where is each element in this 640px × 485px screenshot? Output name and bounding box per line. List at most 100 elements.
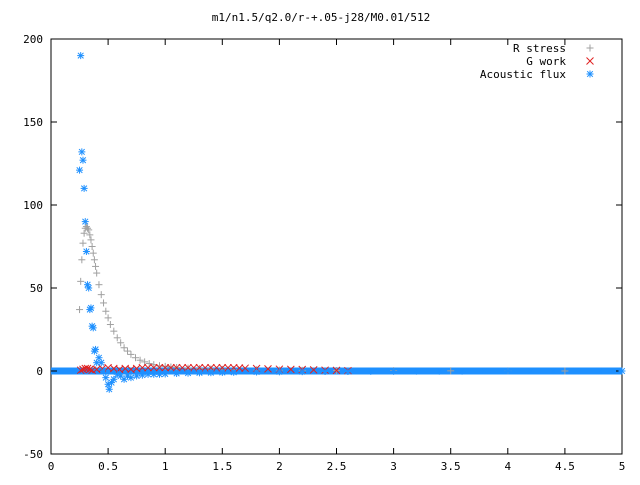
data-point [79,365,87,374]
data-point [127,350,135,358]
data-point [172,363,181,372]
data-point [161,363,170,372]
data-point [201,363,210,372]
data-point [102,374,110,382]
data-point [88,243,96,250]
data-point [77,277,85,285]
data-point [87,236,95,244]
data-point [149,363,158,372]
data-point [79,156,87,164]
legend-marker [586,44,594,52]
x-tick-label: 3 [390,460,397,473]
y-tick-label: 0 [36,365,43,378]
data-point [275,368,283,376]
data-point [82,247,90,255]
data-point [138,363,147,372]
data-point [80,184,88,192]
data-point [85,365,94,374]
data-point [84,224,92,232]
data-point [76,306,84,314]
data-point [367,367,375,375]
data-point [241,364,249,373]
data-point [89,249,97,257]
data-point [93,269,101,277]
data-point [110,327,118,335]
data-point [264,364,272,373]
data-point [253,368,261,376]
data-point [97,291,105,299]
legend-label: G work [526,55,566,68]
chart-title: m1/n1.5/q2.0/r-+.05-j28/M0.01/512 [212,11,431,24]
data-point [76,366,85,375]
data-point [144,363,152,372]
data-point [184,369,192,377]
data-point [124,347,132,355]
data-point [458,367,466,375]
data-point [132,354,140,362]
y-tick-label: 150 [23,116,43,129]
y-tick-label: 50 [30,282,43,295]
series-plus [76,223,626,375]
data-point [136,356,144,364]
data-point [527,367,535,375]
data-point [113,334,121,342]
data-point [344,367,352,375]
data-point [100,299,108,307]
data-point [286,365,295,374]
data-point [230,368,238,376]
data-point [207,369,215,377]
x-tick-label: 2.5 [327,460,347,473]
data-point [79,239,87,247]
data-point [481,367,489,375]
data-point [80,229,88,237]
data-point [95,281,103,289]
data-point [235,364,244,372]
x-tick-label: 1.5 [212,460,232,473]
data-point [572,367,580,375]
data-point [106,321,114,329]
data-point [189,363,198,372]
data-point [83,364,92,373]
data-point [88,366,96,375]
axis-ticks: 0 0.5 1 1.5 2 2.5 3 3.5 4 4.5 5 -50 0 50 100 150 200 [23,33,625,473]
data-point [117,339,125,347]
data-point [85,284,93,292]
data-point [100,367,108,375]
data-point [447,367,455,375]
data-point [618,367,626,375]
data-point [332,366,341,375]
data-point [321,367,329,375]
data-point [133,372,141,380]
data-point [92,262,100,270]
data-point [76,166,84,174]
data-point [81,364,90,373]
y-tick-label: -50 [23,448,43,461]
data-point [86,231,94,239]
data-point [77,52,85,60]
x-tick-label: 3.5 [441,460,461,473]
data-point [85,226,93,234]
x-tick-label: 2 [276,460,283,473]
data-point [78,256,86,264]
data-point [390,367,398,375]
data-point [412,367,420,375]
data-point [105,385,113,393]
legend-label: Acoustic flux [480,68,566,81]
data-point [102,307,110,315]
data-point [90,256,98,264]
y-tick-label: 200 [23,33,43,46]
data-point [298,368,306,376]
data-point [155,363,164,372]
data-point [89,324,97,332]
data-point [561,367,569,375]
data-point [167,363,175,372]
data-point [87,304,95,312]
data-point [78,148,86,156]
x-tick-label: 4 [504,460,511,473]
legend-marker [586,70,594,78]
data-point [184,363,192,372]
data-point [595,367,603,375]
